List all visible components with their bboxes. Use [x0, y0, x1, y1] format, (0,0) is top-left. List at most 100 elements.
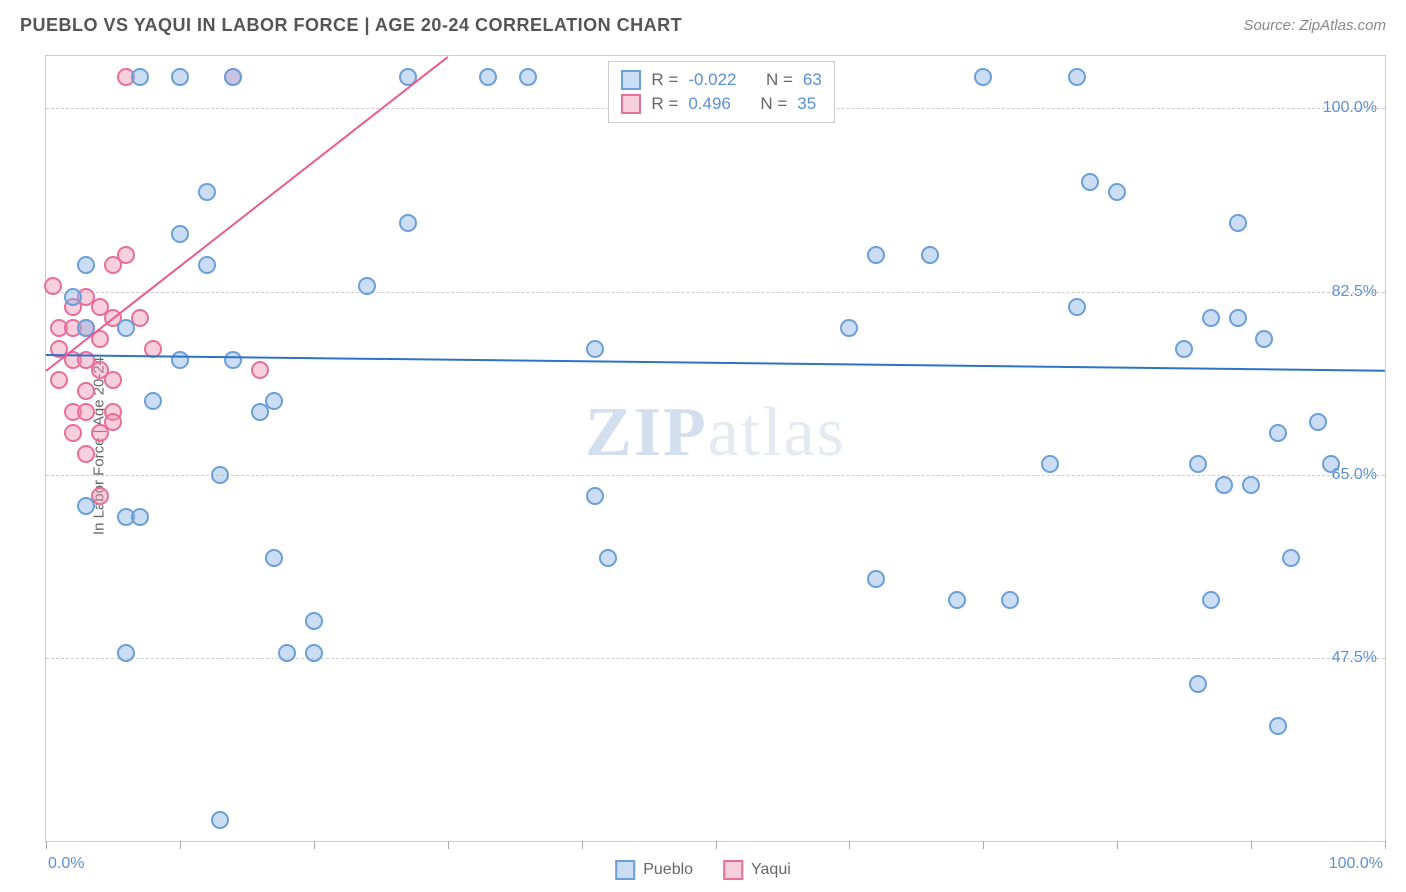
- pueblo-point: [948, 591, 966, 609]
- pueblo-point: [77, 497, 95, 515]
- pueblo-swatch: [621, 70, 641, 90]
- r-label: R =: [651, 70, 678, 90]
- chart-title: PUEBLO VS YAQUI IN LABOR FORCE | AGE 20-…: [20, 15, 682, 36]
- pueblo-point: [974, 68, 992, 86]
- x-tick: [46, 841, 47, 849]
- pueblo-point: [1175, 340, 1193, 358]
- watermark-rest: atlas: [708, 394, 846, 471]
- pueblo-point: [1255, 330, 1273, 348]
- pueblo-point: [117, 319, 135, 337]
- pueblo-point: [1068, 298, 1086, 316]
- x-tick: [716, 841, 717, 849]
- pueblo-point: [278, 644, 296, 662]
- x-tick: [314, 841, 315, 849]
- pueblo-point: [1081, 173, 1099, 191]
- pueblo-point: [224, 68, 242, 86]
- stats-row-yaqui: R = 0.496 N = 35: [621, 92, 821, 116]
- yaqui-point: [104, 371, 122, 389]
- x-tick: [582, 841, 583, 849]
- legend-item-yaqui: Yaqui: [723, 860, 791, 880]
- x-min-label: 0.0%: [48, 855, 84, 873]
- yaqui-label: Yaqui: [751, 861, 791, 879]
- legend-item-pueblo: Pueblo: [615, 860, 693, 880]
- pueblo-point: [1041, 455, 1059, 473]
- pueblo-point: [519, 68, 537, 86]
- pueblo-point: [1068, 68, 1086, 86]
- x-tick: [180, 841, 181, 849]
- gridline: [46, 292, 1385, 293]
- pueblo-point: [117, 644, 135, 662]
- pueblo-point: [211, 466, 229, 484]
- pueblo-point: [358, 277, 376, 295]
- n-label: N =: [766, 70, 793, 90]
- pueblo-point: [1282, 549, 1300, 567]
- pueblo-point: [131, 508, 149, 526]
- plot-area: ZIPatlas 100.0%82.5%65.0%47.5%: [46, 56, 1385, 841]
- pueblo-point: [64, 288, 82, 306]
- pueblo-point: [265, 392, 283, 410]
- yaqui-point: [64, 424, 82, 442]
- pueblo-point: [1215, 476, 1233, 494]
- pueblo-point: [1269, 717, 1287, 735]
- series-legend: Pueblo Yaqui: [615, 860, 791, 880]
- yaqui-swatch: [723, 860, 743, 880]
- pueblo-n-value: 63: [803, 70, 822, 90]
- pueblo-point: [305, 612, 323, 630]
- pueblo-label: Pueblo: [643, 861, 693, 879]
- yaqui-point: [77, 382, 95, 400]
- pueblo-point: [144, 392, 162, 410]
- pueblo-point: [1229, 309, 1247, 327]
- pueblo-point: [1189, 675, 1207, 693]
- pueblo-point: [1269, 424, 1287, 442]
- stats-legend: R = -0.022 N = 63 R = 0.496 N = 35: [608, 61, 834, 123]
- pueblo-point: [305, 644, 323, 662]
- pueblo-point: [77, 256, 95, 274]
- pueblo-point: [265, 549, 283, 567]
- stats-row-pueblo: R = -0.022 N = 63: [621, 68, 821, 92]
- yaqui-point: [251, 361, 269, 379]
- pueblo-point: [131, 68, 149, 86]
- x-tick: [448, 841, 449, 849]
- x-tick: [1385, 841, 1386, 849]
- pueblo-point: [867, 246, 885, 264]
- x-max-label: 100.0%: [1329, 855, 1383, 873]
- pueblo-point: [171, 351, 189, 369]
- pueblo-point: [840, 319, 858, 337]
- n-label: N =: [760, 94, 787, 114]
- gridline: [46, 475, 1385, 476]
- pueblo-point: [224, 351, 242, 369]
- pueblo-point: [198, 183, 216, 201]
- pueblo-point: [171, 225, 189, 243]
- pueblo-point: [867, 570, 885, 588]
- yaqui-point: [77, 403, 95, 421]
- pueblo-point: [399, 214, 417, 232]
- pueblo-point: [1202, 309, 1220, 327]
- yaqui-n-value: 35: [797, 94, 816, 114]
- pueblo-point: [1108, 183, 1126, 201]
- pueblo-point: [211, 811, 229, 829]
- watermark: ZIPatlas: [585, 393, 846, 473]
- trend-line: [45, 56, 448, 372]
- pueblo-point: [1001, 591, 1019, 609]
- yaqui-point: [77, 445, 95, 463]
- x-tick: [983, 841, 984, 849]
- pueblo-point: [198, 256, 216, 274]
- yaqui-swatch: [621, 94, 641, 114]
- x-tick: [849, 841, 850, 849]
- pueblo-point: [171, 68, 189, 86]
- x-tick: [1251, 841, 1252, 849]
- pueblo-swatch: [615, 860, 635, 880]
- y-tick-label: 47.5%: [1332, 649, 1377, 667]
- watermark-zip: ZIP: [585, 394, 708, 471]
- yaqui-point: [44, 277, 62, 295]
- pueblo-point: [599, 549, 617, 567]
- pueblo-r-value: -0.022: [688, 70, 736, 90]
- gridline: [46, 658, 1385, 659]
- yaqui-r-value: 0.496: [688, 94, 731, 114]
- y-tick-label: 100.0%: [1323, 99, 1377, 117]
- yaqui-point: [104, 256, 122, 274]
- pueblo-point: [586, 487, 604, 505]
- pueblo-point: [1189, 455, 1207, 473]
- pueblo-point: [479, 68, 497, 86]
- pueblo-point: [1242, 476, 1260, 494]
